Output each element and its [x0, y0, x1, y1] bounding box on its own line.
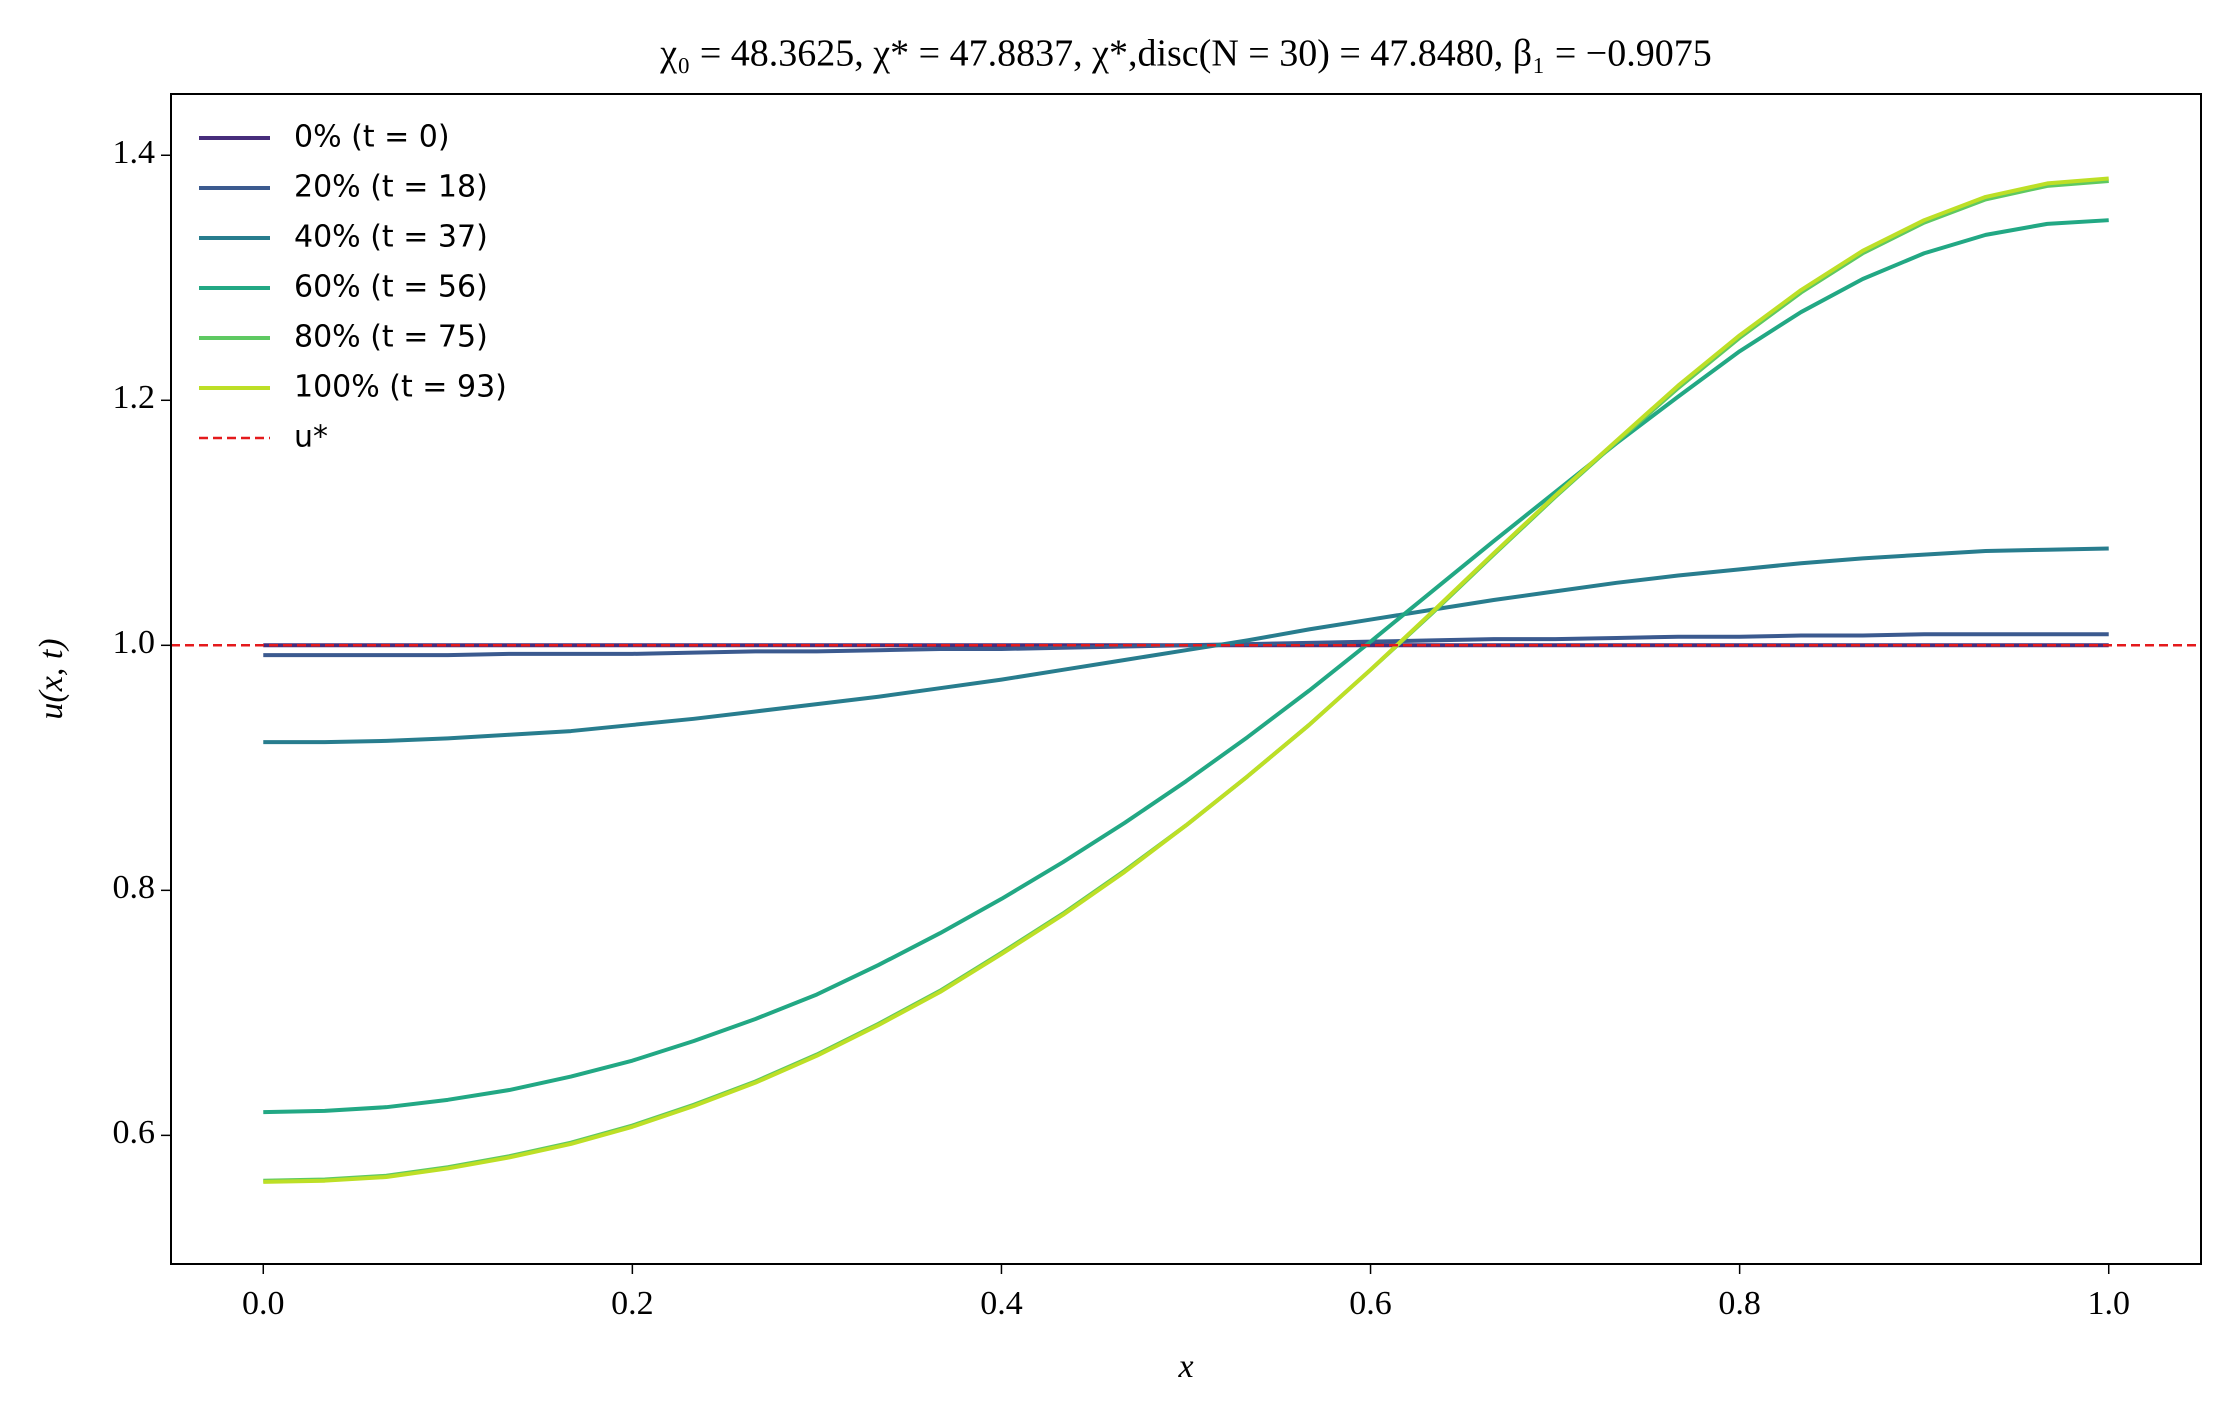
- y-axis-label: u(x, t): [33, 638, 70, 719]
- y-tick-label: 1.0: [113, 624, 156, 661]
- x-tick-label: 0.6: [1349, 1285, 1392, 1322]
- legend-label: 0% (t = 0): [294, 120, 450, 155]
- legend-label: u*: [294, 420, 328, 455]
- legend-label: 20% (t = 18): [294, 170, 488, 205]
- x-tick-label: 0.0: [242, 1285, 285, 1322]
- x-tick-label: 1.0: [2087, 1285, 2130, 1322]
- y-tick-label: 0.8: [113, 869, 156, 906]
- x-tick-label: 0.4: [980, 1285, 1023, 1322]
- x-axis-label: x: [1177, 1348, 1193, 1385]
- series-line: [263, 218, 2109, 1115]
- legend-label: 100% (t = 93): [294, 370, 507, 405]
- y-tick-label: 1.4: [113, 134, 156, 171]
- y-tick-label: 1.2: [113, 379, 156, 416]
- legend-label: 40% (t = 37): [294, 220, 488, 255]
- y-tick-label: 0.6: [113, 1114, 156, 1151]
- x-tick-label: 0.8: [1718, 1285, 1761, 1322]
- plot-frame: [170, 93, 2202, 1265]
- legend-label: 80% (t = 75): [294, 320, 488, 355]
- x-tick-label: 0.2: [611, 1285, 654, 1322]
- legend-label: 60% (t = 56): [294, 270, 488, 305]
- series-line: [263, 546, 2109, 745]
- chart-title: χ₀ = 48.3625, χ* = 47.8837, χ*,disc(N = …: [659, 33, 1711, 75]
- series-line: [263, 176, 2109, 1184]
- series-line: [263, 178, 2109, 1183]
